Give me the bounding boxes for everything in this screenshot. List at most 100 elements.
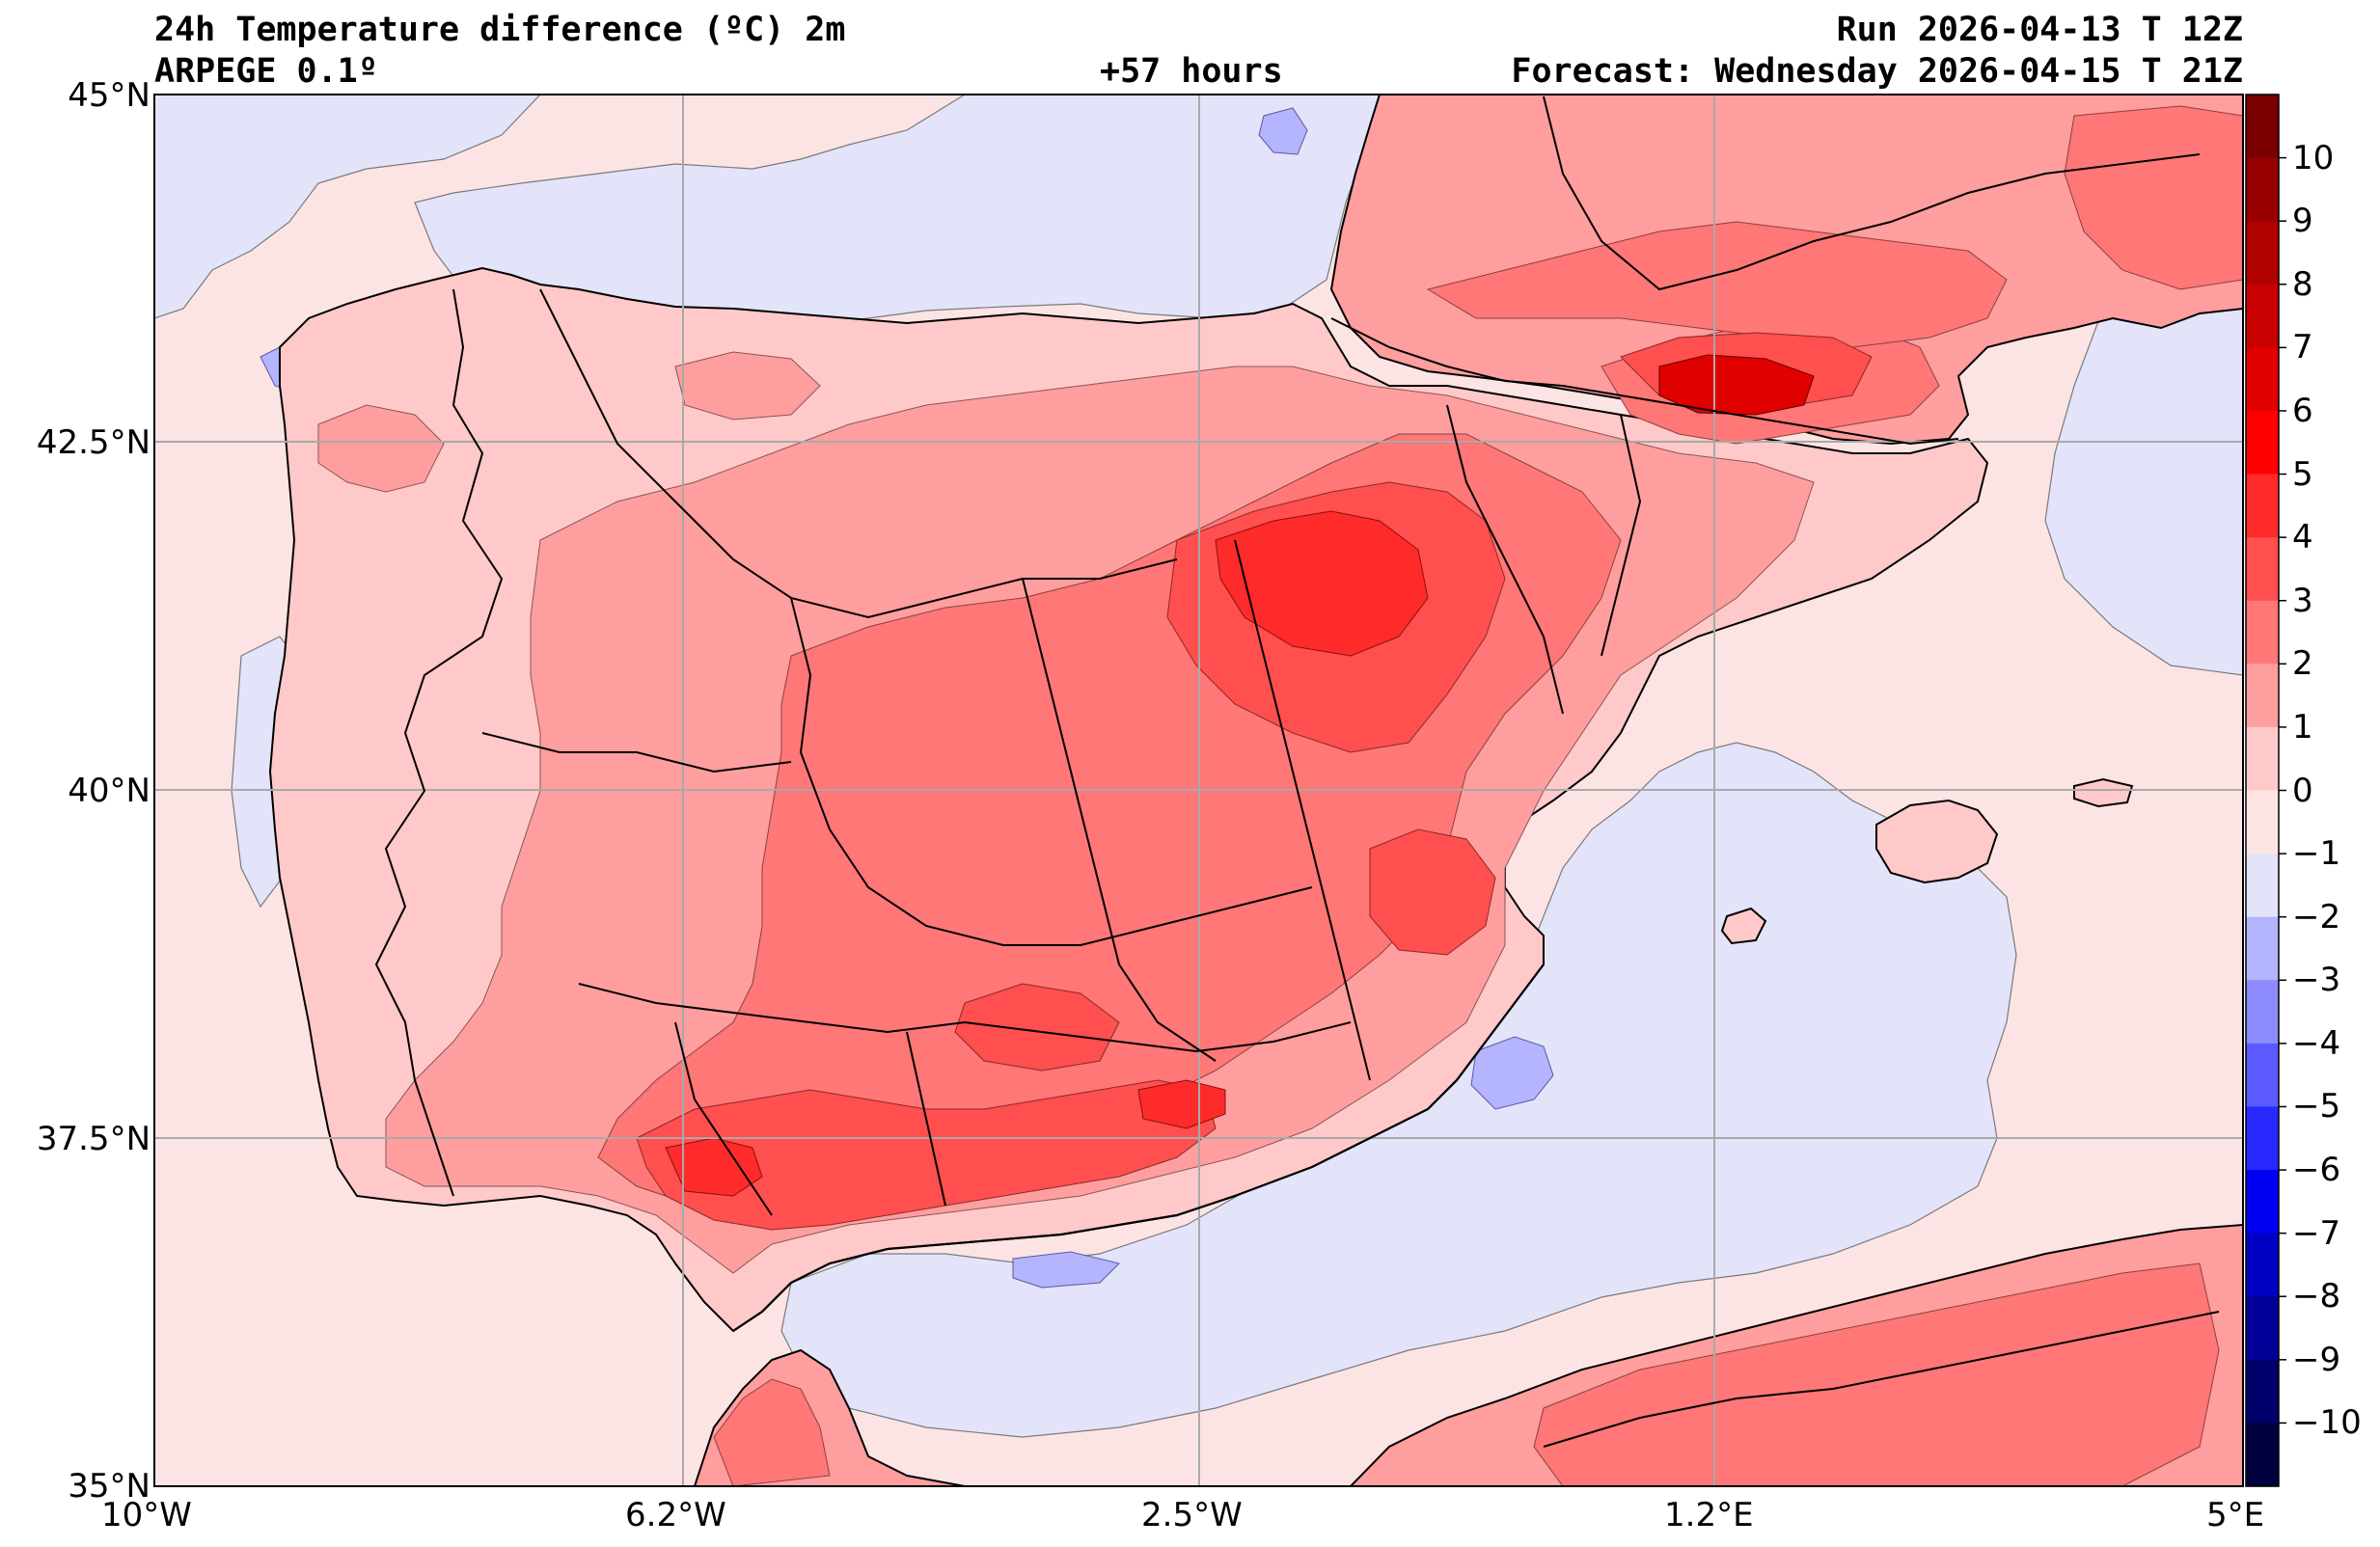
colorbar-segment: [2246, 980, 2279, 1045]
border-province-d: [1234, 539, 1371, 1081]
colorbar-ticks: [2279, 156, 2286, 1425]
map-area: [154, 95, 2243, 1486]
colorbar-segment: [2246, 157, 2279, 222]
warm-la-mancha: [954, 983, 1120, 1072]
colorbar-tick-label: 9: [2292, 202, 2313, 241]
run-time: Run 2026-04-13 T 12Z: [1836, 11, 2243, 49]
border-province-e: [578, 983, 1352, 1053]
colorbar-segment: [2246, 537, 2279, 602]
biscay-cool-patch: [1258, 107, 1308, 155]
colorbar-tick-label: −5: [2292, 1087, 2341, 1126]
map-frame: [153, 94, 2244, 1487]
warm-galicia: [317, 404, 445, 493]
colorbar-segment: [2246, 1170, 2279, 1235]
lon-label-1-2e: 1.2°E: [1664, 1496, 1754, 1534]
map-title: 24h Temperature difference (ºC) 2m: [154, 11, 846, 49]
colorbar-tick-label: 6: [2292, 391, 2313, 430]
murcia-sea-cool-patch: [1470, 1036, 1554, 1110]
lat-label-37-5n: 37.5°N: [36, 1120, 150, 1158]
warm-algeria: [1533, 1262, 2220, 1486]
hot-core: [1658, 354, 1815, 416]
model-name: ARPEGE 0.1º: [154, 52, 378, 91]
colorbar-segment: [2246, 600, 2279, 665]
border-province-b: [790, 597, 1313, 946]
colorbar-tick-label: 2: [2292, 644, 2313, 684]
colorbar-segment: [2246, 410, 2279, 475]
warm-andalusia: [636, 1079, 1217, 1231]
colorbar-tick-label: −2: [2292, 897, 2341, 936]
coastline-iberia-south: [732, 963, 1545, 1332]
colorbar-segment: [2246, 1233, 2279, 1297]
ibiza: [1720, 907, 1767, 945]
border-portugal-spain: [374, 288, 504, 1197]
colorbar-segment: [2246, 726, 2279, 792]
colorbar-tick-label: 8: [2292, 264, 2313, 304]
colorbar-segment: [2246, 916, 2279, 981]
colorbar-tick-label: −1: [2292, 834, 2341, 874]
colorbar-tick-label: −8: [2292, 1277, 2341, 1316]
lat-label-35n: 35°N: [68, 1467, 150, 1506]
colorbar-tick-label: 4: [2292, 518, 2313, 557]
colorbar-tick-label: 7: [2292, 328, 2313, 367]
colorbar-segment: [2246, 790, 2279, 855]
colorbar-tick-label: 1: [2292, 707, 2313, 746]
colorbar-segment: [2246, 854, 2279, 918]
lat-label-40n: 40°N: [68, 772, 150, 810]
warm-france-south: [1426, 221, 2008, 348]
lon-label-5e: 5°E: [2206, 1496, 2265, 1534]
warm-layer-4to5: [665, 510, 1429, 1197]
border-province-f: [1446, 404, 1564, 715]
colorbar-segment: [2246, 1423, 2279, 1487]
warm-france-east: [2064, 105, 2243, 290]
lead-time: +57 hours: [1100, 52, 1283, 91]
colorbar-segment: [2246, 474, 2279, 538]
colorbar-segment: [2246, 95, 2279, 159]
colorbar-tick-label: −7: [2292, 1213, 2341, 1253]
forecast-time: Forecast: Wednesday 2026-04-15 T 21Z: [1511, 52, 2243, 91]
colorbar-tick-label: −3: [2292, 961, 2341, 1000]
colorbar-segment: [2246, 1359, 2279, 1425]
colorbar-segment: [2246, 1296, 2279, 1361]
colorbar-segment: [2246, 284, 2279, 348]
border-france-spain: [1330, 317, 1959, 446]
colorbar-segment: [2246, 1043, 2279, 1108]
border-france-interior: [1543, 95, 2201, 291]
colorbar-tick-label: 3: [2292, 581, 2313, 620]
colorbar-tick-label: −10: [2292, 1403, 2362, 1443]
coastlines: [732, 963, 1545, 1332]
alboran-cool-patch: [1012, 1251, 1120, 1289]
warm-cantabria: [674, 351, 821, 421]
warm-morocco: [713, 1378, 831, 1486]
border-algeria-interior: [1543, 1311, 2220, 1448]
border-province-g: [1600, 414, 1642, 657]
colorbar: [2246, 95, 2279, 1487]
colorbar-segment: [2246, 664, 2279, 728]
admin-borders: [374, 95, 2220, 1448]
lat-label-42-5n: 42.5°N: [36, 423, 150, 462]
border-province-j: [906, 1031, 946, 1207]
graticule: [154, 95, 2243, 1486]
lon-label-2-5w: 2.5°W: [1141, 1496, 1243, 1534]
colorbar-tick-label: 0: [2292, 771, 2313, 810]
menorca: [2073, 777, 2134, 808]
hot-core-pyrenees: [1658, 354, 1815, 416]
lon-label-10w: 10°W: [101, 1496, 192, 1534]
border-province-i: [674, 1021, 773, 1216]
mallorca: [1875, 799, 1999, 884]
colorbar-segment: [2246, 347, 2279, 412]
colorbar-segment: [2246, 1106, 2279, 1171]
lon-label-6-2w: 6.2°W: [625, 1496, 726, 1534]
lat-label-45n: 45°N: [68, 76, 150, 115]
border-province-c: [1022, 578, 1217, 1062]
colorbar-tick-label: −4: [2292, 1023, 2341, 1063]
colorbar-tick-label: −9: [2292, 1340, 2341, 1379]
gulf-of-lion-cool: [2044, 288, 2243, 676]
warm-valencia: [1369, 828, 1496, 956]
warm-core-center: [1215, 510, 1429, 657]
colorbar-tick-label: 10: [2292, 138, 2335, 177]
atlantic-north-cool: [154, 95, 541, 319]
colorbar-tick-label: −6: [2292, 1151, 2341, 1190]
warm-core-jaen: [1137, 1079, 1226, 1129]
border-province-h: [481, 732, 792, 774]
